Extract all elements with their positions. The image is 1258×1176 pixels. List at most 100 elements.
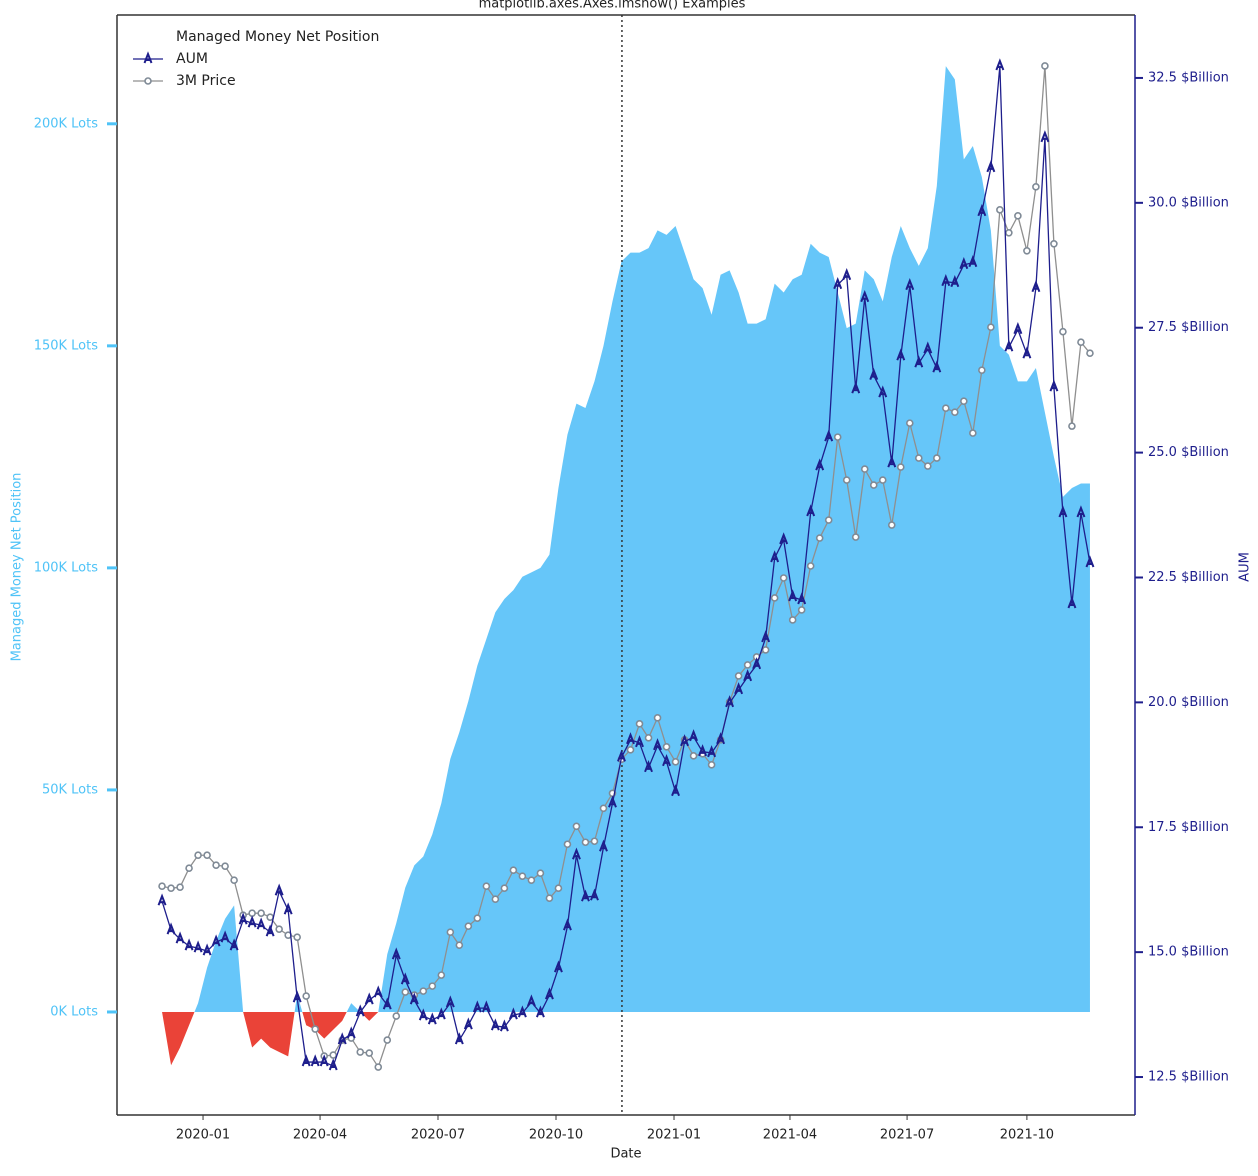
aum-marker: [265, 924, 275, 937]
price-marker: [248, 909, 256, 917]
price-marker: [428, 982, 437, 990]
aum-marker: [454, 1032, 464, 1045]
aum-marker: [563, 918, 572, 931]
y2-tick-label: 22.5 $Billion: [1148, 570, 1229, 585]
aum-marker: [572, 847, 581, 860]
aum-marker: [526, 994, 536, 1007]
price-marker: [770, 594, 779, 602]
price-marker: [392, 1012, 401, 1020]
aum-marker: [157, 893, 167, 906]
price-marker: [896, 463, 905, 471]
y-axis-label: Managed Money Net Position: [10, 473, 25, 662]
price-marker: [842, 476, 851, 484]
price-marker: [734, 672, 743, 680]
price-marker: [554, 884, 563, 893]
price-marker: [401, 988, 410, 996]
aum-marker: [499, 1019, 509, 1032]
aum-marker: [274, 883, 284, 896]
aum-marker: [490, 1018, 500, 1031]
aum-marker: [716, 732, 726, 745]
aum-marker: [382, 997, 392, 1010]
aum-marker: [977, 204, 987, 217]
aum-marker: [310, 1054, 320, 1067]
net-position-area: [162, 66, 1090, 1066]
price-marker: [978, 366, 986, 374]
price-marker: [1005, 229, 1013, 237]
price-marker: [212, 861, 220, 870]
price-marker: [644, 734, 653, 742]
price-marker: [455, 941, 464, 949]
aum-marker: [517, 1005, 527, 1018]
price-marker: [806, 562, 815, 570]
aum-marker: [842, 268, 852, 281]
legend-marker: [144, 77, 152, 85]
price-marker: [518, 872, 527, 881]
price-marker: [833, 433, 842, 441]
aum-marker: [617, 749, 626, 762]
price-marker: [383, 1036, 392, 1044]
aum-marker: [698, 744, 708, 757]
y2-tick-label: 27.5 $Billion: [1148, 320, 1229, 335]
chart-title: matplotlib.axes.Axes.imshow() Examples: [479, 0, 746, 12]
aum-marker: [373, 985, 383, 998]
aum-marker: [301, 1054, 311, 1067]
price-marker: [221, 862, 229, 871]
x-tick-label: 2020-07: [411, 1128, 465, 1143]
price-marker: [653, 714, 662, 722]
price-marker: [581, 838, 590, 847]
price-marker: [266, 913, 274, 921]
aum-marker: [337, 1032, 347, 1045]
price-marker: [374, 1063, 383, 1071]
legend-label: 3M Price: [176, 73, 236, 89]
price-marker: [509, 866, 518, 875]
x-tick-label: 2021-10: [1000, 1128, 1054, 1143]
aum-marker: [229, 938, 239, 951]
price-marker: [761, 646, 770, 654]
aum-marker: [400, 972, 410, 985]
aum-marker: [292, 990, 302, 1003]
aum-marker: [256, 917, 266, 930]
aum-marker: [364, 992, 374, 1005]
y-tick-label: 200K Lots: [34, 116, 99, 131]
price-marker: [527, 876, 536, 885]
aum-marker: [211, 934, 221, 947]
aum-marker: [743, 669, 753, 682]
aum-marker: [346, 1026, 356, 1039]
y2-tick-label: 17.5 $Billion: [1148, 820, 1229, 835]
aum-marker: [905, 277, 915, 291]
aum-marker: [1085, 555, 1095, 568]
aum-marker: [896, 348, 906, 361]
price-marker: [329, 1051, 338, 1059]
aum-marker: [445, 995, 455, 1008]
price-marker: [869, 481, 878, 489]
price-marker: [1023, 246, 1031, 255]
price-marker: [969, 429, 977, 437]
price-marker: [797, 606, 806, 614]
price-marker: [230, 876, 238, 885]
x-tick-label: 2020-10: [529, 1128, 583, 1143]
aum-marker: [436, 1007, 446, 1020]
y-tick-label: 100K Lots: [34, 560, 99, 575]
price-marker: [707, 761, 716, 769]
aum-marker: [914, 355, 924, 368]
price-marker: [365, 1049, 374, 1057]
price-marker: [635, 720, 644, 728]
price-marker: [311, 1025, 319, 1033]
aum-marker: [806, 504, 816, 517]
price-marker: [590, 837, 599, 846]
price-marker: [951, 408, 959, 416]
price-marker: [788, 616, 797, 624]
price-marker: [302, 992, 310, 1000]
aum-marker: [653, 738, 662, 751]
price-marker: [545, 894, 554, 902]
y2-axis-label: AUM: [1238, 552, 1253, 582]
aum-marker: [689, 729, 698, 742]
aum-marker: [860, 289, 870, 303]
aum-marker: [184, 938, 194, 951]
price-marker: [824, 516, 833, 524]
price-marker: [996, 206, 1004, 214]
price-marker: [914, 454, 923, 462]
price-marker: [356, 1048, 365, 1056]
aum-marker: [626, 732, 635, 745]
x-tick-label: 2021-01: [647, 1128, 701, 1143]
